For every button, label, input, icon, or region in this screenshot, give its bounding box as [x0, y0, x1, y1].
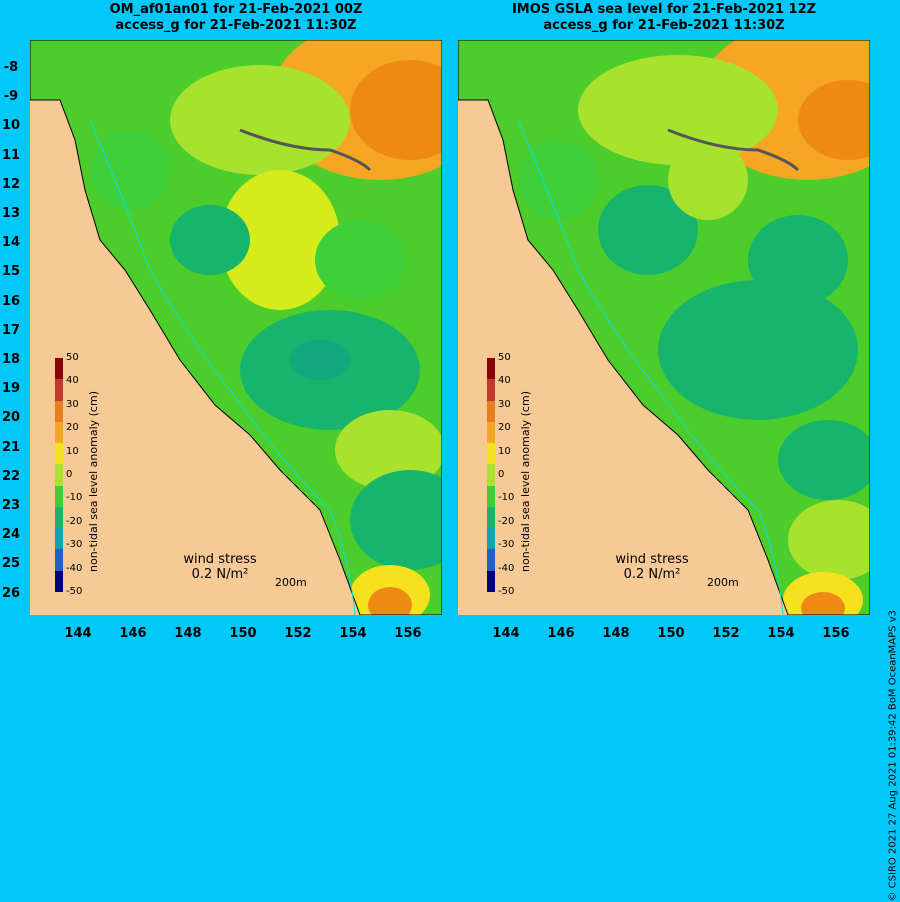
y-tick-label: 15 — [1, 264, 21, 280]
wind-label: wind stress — [183, 552, 257, 567]
y-tick-label: 17 — [1, 322, 21, 338]
colorbar-tick-label: -10 — [66, 492, 83, 504]
colorbar-tick-label: 10 — [66, 445, 79, 457]
map-panel-right — [458, 40, 870, 615]
colorbar-tick-label: -20 — [66, 515, 83, 527]
colorbar-tick-label: -50 — [66, 586, 83, 597]
title-line1: OM_af01an01 for 21-Feb-2021 00Z — [109, 2, 363, 17]
y-tick-label: 10 — [1, 118, 21, 134]
y-tick-label: 14 — [1, 235, 21, 251]
colorbar-swatch — [487, 485, 495, 508]
colorbar-swatch — [55, 549, 63, 572]
map-panel-left — [30, 40, 442, 615]
y-tick-label: 19 — [1, 381, 21, 397]
y-tick-label: 12 — [1, 176, 21, 192]
colorbar-tick-label: 0 — [66, 469, 73, 480]
colorbar-tick-label: 20 — [498, 422, 511, 434]
x-tick-label: 156 — [394, 626, 422, 641]
colorbar-swatch — [55, 464, 63, 487]
y-tick-label: 22 — [1, 468, 21, 484]
sea-level-map-left — [30, 40, 442, 615]
credit-text: © CSIRO 2021 27 Aug 2021 01:39:42 BoM Oc… — [887, 610, 898, 902]
y-tick-label: 16 — [1, 293, 21, 309]
colorbar-tick-label: 30 — [66, 398, 79, 410]
x-tick-label: 152 — [712, 626, 740, 641]
colorbar-tick-label: 50 — [498, 352, 511, 363]
x-tick-label: 146 — [547, 626, 575, 641]
colorbar-tick-label: -10 — [498, 492, 515, 504]
colorbar-swatch — [55, 570, 63, 593]
colorbar-swatch — [487, 421, 495, 444]
y-tick-label: 20 — [1, 410, 21, 426]
colorbar-swatch — [55, 421, 63, 444]
colorbar-swatch — [55, 443, 63, 465]
colorbar-tick-label: 0 — [498, 469, 505, 480]
depth-contour-label-right: 200m — [707, 576, 739, 589]
depth-contour-label-left: 200m — [275, 576, 307, 589]
sea-level-map-right — [458, 40, 870, 615]
colorbar-swatch — [487, 549, 495, 572]
y-tick-label: -8 — [3, 60, 19, 75]
y-tick-label: 18 — [1, 352, 21, 367]
colorbar-swatch — [55, 528, 63, 550]
colorbar-tick-label: 30 — [498, 398, 511, 410]
colorbar-tick-label: -50 — [498, 586, 515, 597]
colorbar-tick-label: -40 — [66, 562, 83, 574]
wind-label: wind stress — [615, 552, 689, 567]
colorbar-title: non-tidal sea level anomaly (cm) — [87, 391, 100, 572]
y-tick-label: 21 — [1, 439, 21, 455]
colorbar-swatch — [55, 485, 63, 508]
y-tick-label: -9 — [3, 89, 19, 105]
x-tick-label: 156 — [822, 626, 850, 641]
x-tick-label: 154 — [339, 626, 367, 641]
colorbar-swatch — [487, 506, 495, 529]
x-tick-label: 144 — [64, 626, 92, 641]
title-line1: IMOS GSLA sea level for 21-Feb-2021 12Z — [511, 2, 817, 17]
colorbar-swatch — [55, 358, 63, 380]
x-tick-label: 144 — [492, 626, 520, 641]
colorbar-swatch — [487, 358, 495, 380]
colorbar-swatch — [487, 570, 495, 593]
colorbar-tick-label: -20 — [498, 515, 515, 527]
colorbar-swatch — [55, 400, 63, 423]
x-tick-label: 150 — [229, 626, 257, 641]
x-tick-label: 154 — [767, 626, 795, 641]
colorbar-swatch — [487, 528, 495, 550]
panel-title-right: IMOS GSLA sea level for 21-Feb-2021 12Z … — [458, 2, 870, 34]
colorbar-swatch — [55, 379, 63, 402]
y-tick-label: 23 — [1, 498, 21, 513]
colorbar-swatch — [487, 443, 495, 465]
y-tick-label: 13 — [1, 206, 21, 221]
panel-title-left: OM_af01an01 for 21-Feb-2021 00Z access_g… — [30, 2, 442, 34]
x-tick-label: 150 — [657, 626, 685, 641]
wind-value: 0.2 N/m² — [191, 567, 249, 582]
colorbar-tick-label: 20 — [66, 422, 79, 434]
x-tick-label: 146 — [119, 626, 147, 641]
colorbar-tick-label: 40 — [498, 375, 511, 387]
wind-legend-left: wind stress 0.2 N/m² — [165, 552, 275, 582]
colorbar-tick-label: 10 — [498, 445, 511, 457]
wind-value: 0.2 N/m² — [623, 567, 681, 582]
colorbar-swatch — [487, 464, 495, 487]
colorbar-swatch — [487, 400, 495, 423]
title-line2: access_g for 21-Feb-2021 11:30Z — [543, 18, 785, 33]
title-line2: access_g for 21-Feb-2021 11:30Z — [115, 18, 357, 33]
colorbar-swatch — [55, 506, 63, 529]
y-tick-label: 24 — [1, 527, 21, 543]
colorbar-tick-label: -40 — [498, 562, 515, 574]
colorbar-tick-label: 50 — [66, 352, 79, 363]
x-tick-label: 148 — [174, 626, 202, 641]
y-tick-label: 26 — [1, 585, 21, 601]
colorbar-tick-label: -30 — [66, 539, 83, 551]
wind-legend-right: wind stress 0.2 N/m² — [597, 552, 707, 582]
colorbar-tick-label: -30 — [498, 539, 515, 551]
colorbar-swatch — [487, 379, 495, 402]
y-tick-label: 25 — [1, 556, 21, 572]
y-tick-label: 11 — [1, 147, 21, 163]
x-tick-label: 148 — [602, 626, 630, 641]
x-tick-label: 152 — [284, 626, 312, 641]
colorbar-tick-label: 40 — [66, 375, 79, 387]
colorbar-title: non-tidal sea level anomaly (cm) — [519, 391, 532, 572]
